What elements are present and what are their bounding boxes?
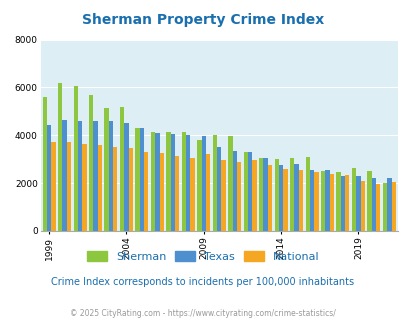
Bar [144, 152, 148, 231]
Bar [181, 132, 185, 231]
Bar [201, 137, 205, 231]
Bar [320, 171, 324, 231]
Bar [371, 178, 375, 231]
Bar [185, 135, 190, 231]
Bar [236, 162, 241, 231]
Bar [324, 170, 329, 231]
Bar [170, 134, 175, 231]
Legend: Sherman, Texas, National: Sherman, Texas, National [83, 248, 322, 266]
Bar [274, 159, 278, 231]
Bar [73, 86, 78, 231]
Bar [119, 107, 124, 231]
Bar [247, 152, 252, 231]
Bar [267, 165, 271, 231]
Bar [390, 182, 395, 231]
Bar [228, 137, 232, 231]
Bar [62, 120, 66, 231]
Bar [89, 95, 93, 231]
Bar [166, 132, 170, 231]
Bar [43, 97, 47, 231]
Bar [329, 174, 333, 231]
Bar [197, 140, 201, 231]
Bar [298, 170, 302, 231]
Bar [351, 168, 356, 231]
Bar [212, 135, 217, 231]
Bar [258, 158, 263, 231]
Bar [340, 176, 344, 231]
Bar [113, 147, 117, 231]
Bar [98, 145, 102, 231]
Bar [109, 121, 113, 231]
Bar [155, 133, 159, 231]
Bar [66, 143, 71, 231]
Bar [313, 172, 318, 231]
Bar [356, 176, 360, 231]
Bar [124, 123, 128, 231]
Bar [93, 121, 98, 231]
Bar [367, 171, 371, 231]
Bar [243, 152, 247, 231]
Bar [159, 153, 164, 231]
Bar [135, 128, 139, 231]
Bar [205, 154, 210, 231]
Bar [263, 158, 267, 231]
Bar [151, 132, 155, 231]
Bar [375, 184, 379, 231]
Bar [51, 143, 55, 231]
Bar [232, 151, 236, 231]
Bar [386, 178, 390, 231]
Bar [221, 160, 225, 231]
Bar [58, 83, 62, 231]
Bar [82, 144, 86, 231]
Bar [336, 172, 340, 231]
Text: Crime Index corresponds to incidents per 100,000 inhabitants: Crime Index corresponds to incidents per… [51, 277, 354, 287]
Bar [190, 158, 194, 231]
Text: Sherman Property Crime Index: Sherman Property Crime Index [82, 13, 323, 27]
Bar [104, 108, 109, 231]
Bar [78, 121, 82, 231]
Bar [47, 124, 51, 231]
Bar [128, 148, 132, 231]
Bar [309, 170, 313, 231]
Bar [305, 157, 309, 231]
Text: © 2025 CityRating.com - https://www.cityrating.com/crime-statistics/: © 2025 CityRating.com - https://www.city… [70, 309, 335, 318]
Bar [344, 175, 349, 231]
Bar [360, 181, 364, 231]
Bar [252, 160, 256, 231]
Bar [283, 169, 287, 231]
Bar [217, 147, 221, 231]
Bar [294, 164, 298, 231]
Bar [175, 156, 179, 231]
Bar [289, 158, 294, 231]
Bar [139, 128, 144, 231]
Bar [382, 183, 386, 231]
Bar [278, 165, 283, 231]
